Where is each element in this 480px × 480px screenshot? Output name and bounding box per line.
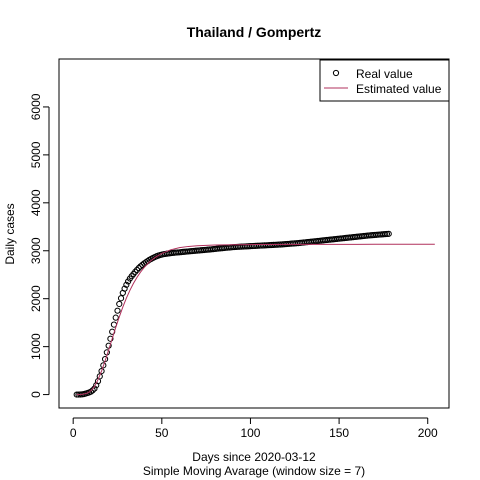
real-value-point xyxy=(385,230,392,237)
y-tick-label: 5000 xyxy=(29,141,43,168)
y-axis-label: Daily cases xyxy=(3,203,17,264)
chart-title: Thailand / Gompertz xyxy=(187,24,322,40)
x-tick-label: 50 xyxy=(155,426,169,440)
real-value-points xyxy=(73,230,392,398)
legend-label-real-value: Real value xyxy=(356,67,413,81)
y-tick-label: 2000 xyxy=(29,285,43,312)
real-value-point xyxy=(133,266,141,274)
estimated-value-line-layer xyxy=(76,243,435,396)
x-tick-label: 100 xyxy=(240,426,260,440)
legend-label-estimated-value: Estimated value xyxy=(356,82,442,96)
y-tick-label: 3000 xyxy=(29,237,43,264)
y-tick-label: 4000 xyxy=(29,189,43,216)
estimated-value-line xyxy=(76,243,435,396)
x-tick-label: 0 xyxy=(70,426,77,440)
real-value-point xyxy=(107,335,114,342)
x-axis-sublabel: Simple Moving Avarage (window size = 7) xyxy=(143,464,365,478)
real-value-point xyxy=(121,285,128,292)
real-value-point xyxy=(117,295,125,302)
y-tick-label: 0 xyxy=(29,391,43,398)
real-value-point xyxy=(116,300,123,308)
real-value-point xyxy=(105,342,112,349)
plot-frame xyxy=(58,58,450,409)
real-value-point xyxy=(132,268,139,275)
real-value-point xyxy=(87,388,95,395)
x-axis-label: Days since 2020-03-12 xyxy=(192,450,316,464)
real-value-point xyxy=(98,367,105,375)
real-value-point xyxy=(114,307,121,314)
legend: Real value Estimated value xyxy=(319,59,450,102)
y-axis: 0 1000 2000 3000 4000 5000 6000 xyxy=(29,93,50,398)
x-axis: 0 50 100 150 200 xyxy=(70,417,438,440)
real-value-point xyxy=(100,362,107,369)
y-tick-label: 1000 xyxy=(29,333,43,360)
legend-box xyxy=(319,59,450,102)
x-tick-label: 150 xyxy=(329,426,349,440)
y-tick-label: 6000 xyxy=(29,93,43,120)
x-tick-label: 200 xyxy=(418,426,438,440)
real-value-point xyxy=(135,264,142,272)
real-value-point xyxy=(112,314,119,321)
real-value-point xyxy=(89,387,96,394)
real-value-point xyxy=(123,281,130,288)
real-value-point xyxy=(96,373,103,380)
legend-marker-real-value xyxy=(332,69,340,77)
